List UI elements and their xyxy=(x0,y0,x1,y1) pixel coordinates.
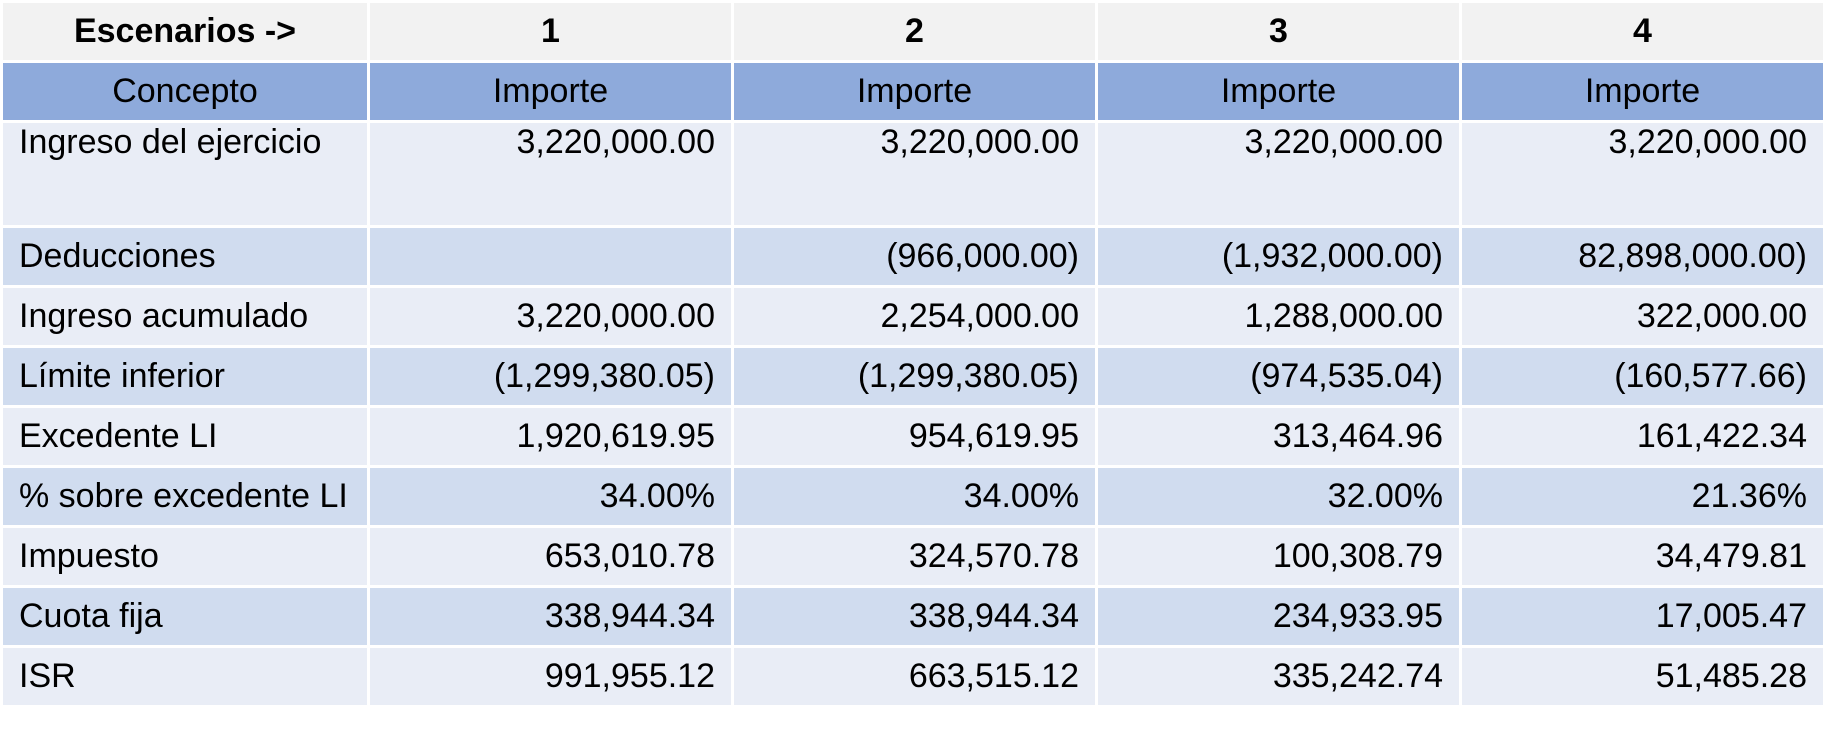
amount-cell: 3,220,000.00 xyxy=(367,120,734,228)
amount-cell xyxy=(367,225,734,288)
scenario-row-label: Escenarios -> xyxy=(0,0,370,63)
table-row: % sobre excedente LI 34.00% 34.00% 32.00… xyxy=(0,465,1823,528)
scenario-number: 1 xyxy=(367,0,734,63)
row-label: Ingreso del ejercicio xyxy=(0,120,370,228)
scenario-row: Escenarios -> 1 2 3 4 xyxy=(0,0,1823,63)
amount-cell: 82,898,000.00) xyxy=(1459,225,1823,288)
amount-cell: 51,485.28 xyxy=(1459,645,1823,708)
amount-column-header: Importe xyxy=(1095,60,1462,123)
row-label: % sobre excedente LI xyxy=(0,465,370,528)
row-label: Excedente LI xyxy=(0,405,370,468)
row-label: ISR xyxy=(0,645,370,708)
amount-cell: 34.00% xyxy=(731,465,1098,528)
amount-cell: 3,220,000.00 xyxy=(731,120,1098,228)
table-row: Ingreso acumulado 3,220,000.00 2,254,000… xyxy=(0,285,1823,348)
amount-cell: (1,299,380.05) xyxy=(367,345,734,408)
amount-cell: 34.00% xyxy=(367,465,734,528)
amount-cell: 32.00% xyxy=(1095,465,1462,528)
table-row: Excedente LI 1,920,619.95 954,619.95 313… xyxy=(0,405,1823,468)
amount-cell: (1,299,380.05) xyxy=(731,345,1098,408)
table-row: ISR 991,955.12 663,515.12 335,242.74 51,… xyxy=(0,645,1823,708)
row-label: Cuota fija xyxy=(0,585,370,648)
amount-cell: 313,464.96 xyxy=(1095,405,1462,468)
amount-cell: 21.36% xyxy=(1459,465,1823,528)
row-label: Impuesto xyxy=(0,525,370,588)
amount-cell: 3,220,000.00 xyxy=(367,285,734,348)
concept-column-header: Concepto xyxy=(0,60,370,123)
amount-column-header: Importe xyxy=(1459,60,1823,123)
amount-cell: 338,944.34 xyxy=(731,585,1098,648)
amount-column-header: Importe xyxy=(367,60,734,123)
scenario-number: 4 xyxy=(1459,0,1823,63)
amount-cell: 322,000.00 xyxy=(1459,285,1823,348)
table-row: Deducciones (966,000.00) (1,932,000.00) … xyxy=(0,225,1823,288)
amount-cell: 3,220,000.00 xyxy=(1095,120,1462,228)
amount-cell: 34,479.81 xyxy=(1459,525,1823,588)
table-row: Ingreso del ejercicio 3,220,000.00 3,220… xyxy=(0,120,1823,228)
amount-cell: 100,308.79 xyxy=(1095,525,1462,588)
amount-cell: (1,932,000.00) xyxy=(1095,225,1462,288)
table-row: Cuota fija 338,944.34 338,944.34 234,933… xyxy=(0,585,1823,648)
amount-cell: 3,220,000.00 xyxy=(1459,120,1823,228)
amount-cell: 991,955.12 xyxy=(367,645,734,708)
row-label: Ingreso acumulado xyxy=(0,285,370,348)
table-header-row: Concepto Importe Importe Importe Importe xyxy=(0,60,1823,123)
row-label: Deducciones xyxy=(0,225,370,288)
scenario-number: 3 xyxy=(1095,0,1462,63)
scenario-table: Escenarios -> 1 2 3 4 Concepto Importe I… xyxy=(0,0,1823,708)
amount-cell: (974,535.04) xyxy=(1095,345,1462,408)
amount-cell: (160,577.66) xyxy=(1459,345,1823,408)
amount-cell: 2,254,000.00 xyxy=(731,285,1098,348)
amount-cell: 335,242.74 xyxy=(1095,645,1462,708)
table-row: Límite inferior (1,299,380.05) (1,299,38… xyxy=(0,345,1823,408)
amount-column-header: Importe xyxy=(731,60,1098,123)
amount-cell: 1,288,000.00 xyxy=(1095,285,1462,348)
amount-cell: 653,010.78 xyxy=(367,525,734,588)
amount-cell: 17,005.47 xyxy=(1459,585,1823,648)
amount-cell: 338,944.34 xyxy=(367,585,734,648)
table-row: Impuesto 653,010.78 324,570.78 100,308.7… xyxy=(0,525,1823,588)
amount-cell: 161,422.34 xyxy=(1459,405,1823,468)
amount-cell: 1,920,619.95 xyxy=(367,405,734,468)
amount-cell: 324,570.78 xyxy=(731,525,1098,588)
amount-cell: (966,000.00) xyxy=(731,225,1098,288)
amount-cell: 663,515.12 xyxy=(731,645,1098,708)
amount-cell: 234,933.95 xyxy=(1095,585,1462,648)
row-label: Límite inferior xyxy=(0,345,370,408)
amount-cell: 954,619.95 xyxy=(731,405,1098,468)
scenario-number: 2 xyxy=(731,0,1098,63)
